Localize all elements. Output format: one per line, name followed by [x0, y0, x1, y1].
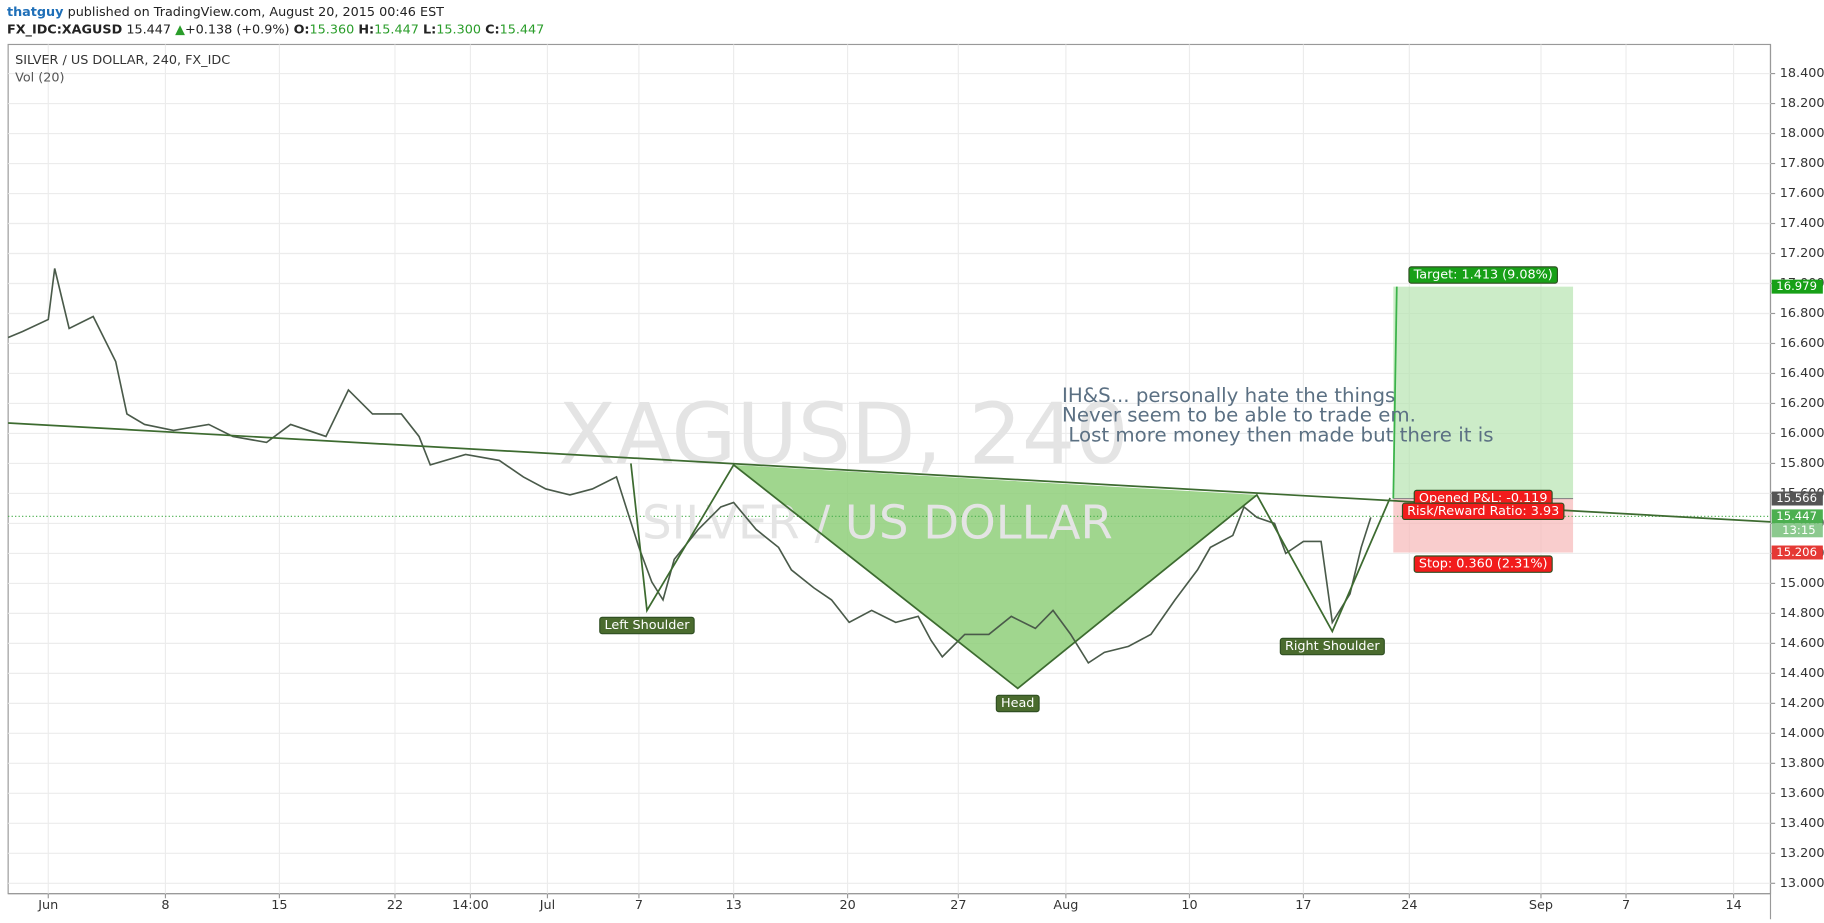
- y-tick-label: 14.000: [1780, 726, 1824, 741]
- target-zone: [1393, 286, 1574, 499]
- entry-tag-box: [1771, 491, 1823, 506]
- symbol: FX_IDC:XAGUSD: [7, 22, 122, 37]
- y-tick-label: 16.600: [1780, 336, 1824, 351]
- y-tick-label: 14.600: [1780, 636, 1824, 651]
- rr-label: Risk/Reward Ratio: 3.93: [1407, 504, 1559, 519]
- high: 15.447: [374, 22, 419, 37]
- c-value: 15.447: [500, 22, 545, 37]
- last-time-box: [1771, 523, 1823, 538]
- y-tick-label: 13.400: [1780, 816, 1824, 831]
- change: +0.138 (+0.9%): [185, 22, 290, 37]
- pattern-label: Head: [1001, 696, 1034, 711]
- pattern-label-box: [599, 616, 695, 635]
- pattern-outline: [630, 463, 1391, 690]
- y-tick-label: 16.000: [1780, 426, 1824, 441]
- pattern-label: Right Shoulder: [1285, 639, 1380, 654]
- y-tick-label: 17.400: [1780, 216, 1824, 231]
- rr-label-box: [1401, 502, 1565, 521]
- stop-tag-box: [1771, 545, 1823, 560]
- grid: [8, 44, 1771, 894]
- trade-path: [1392, 286, 1398, 499]
- note-line: Never seem to be able to trade em.: [1062, 403, 1416, 426]
- header-line-1: thatguy published on TradingView.com, Au…: [7, 4, 444, 19]
- user[interactable]: thatguy: [7, 4, 64, 19]
- published: published on TradingView.com, August 20,…: [68, 4, 445, 19]
- last-time: 13:15: [1782, 523, 1816, 537]
- stop-label: Stop: 0.360 (2.31%): [1419, 557, 1548, 572]
- last-price-tag: 15.447: [1776, 509, 1817, 523]
- target-label: Target: 1.413 (9.08%): [1413, 268, 1553, 283]
- chart-title: SILVER / US DOLLAR, 240, FX_IDC: [15, 53, 230, 68]
- x-tick-label: Jul: [539, 898, 555, 913]
- y-tick-label: 13.200: [1780, 846, 1824, 861]
- x-tick-label: 8: [161, 898, 169, 913]
- low: 15.300: [436, 22, 481, 37]
- y-tick-label: 15.800: [1780, 456, 1824, 471]
- change-arrow: ▲: [175, 22, 185, 37]
- chart-subtitle: Vol (20): [15, 71, 64, 86]
- close: 15.447: [126, 22, 171, 37]
- x-tick-label: 14:00: [452, 898, 489, 913]
- y-tick-label: 17.800: [1780, 156, 1824, 171]
- watermark-name: SILVER / US DOLLAR: [642, 496, 1113, 550]
- y-tick-label: 16.200: [1780, 396, 1824, 411]
- y-tick-label: 16.800: [1780, 306, 1824, 321]
- x-tick-label: Jun: [37, 898, 58, 913]
- y-tick-label: 14.400: [1780, 666, 1824, 681]
- x-tick-label: Sep: [1529, 898, 1553, 913]
- y-tick-label: 14.800: [1780, 606, 1824, 621]
- y-tick-label: 15.000: [1780, 576, 1824, 591]
- x-tick-label: 20: [839, 898, 855, 913]
- last-price-tag-box: [1771, 509, 1823, 524]
- pattern-label-box: [995, 694, 1040, 713]
- watermark-symbol: XAGUSD, 240: [558, 385, 1128, 483]
- x-tick-label: Aug: [1053, 898, 1078, 913]
- pattern-fill: [733, 464, 1257, 689]
- c-label: C:: [485, 22, 499, 37]
- y-tick-label: 18.000: [1780, 126, 1824, 141]
- x-tick-label: 17: [1295, 898, 1311, 913]
- x-tick-label: 15: [271, 898, 287, 913]
- h-label: H:: [358, 22, 374, 37]
- note-line: Lost more money then made but there it i…: [1062, 423, 1493, 446]
- open: 15.360: [310, 22, 355, 37]
- y-tick-label: 17.200: [1780, 246, 1824, 261]
- note: IH&S... personally hate the things Never…: [1062, 383, 1493, 446]
- note-line: IH&S... personally hate the things: [1062, 383, 1395, 406]
- target-label-box: [1408, 266, 1558, 284]
- x-tick-label: 14: [1725, 898, 1741, 913]
- stop-label-box: [1413, 555, 1553, 573]
- pnl-label: Opened P&L: -0.119: [1419, 491, 1548, 506]
- y-tick-label: 17.600: [1780, 186, 1824, 201]
- y-tick-label: 18.200: [1780, 96, 1824, 111]
- o-label: O:: [294, 22, 310, 37]
- target-tag: 16.979: [1776, 279, 1817, 293]
- l-label: L:: [423, 22, 436, 37]
- y-tick-label: 14.200: [1780, 696, 1824, 711]
- target-tag-box: [1771, 279, 1823, 294]
- x-tick-label: 7: [1622, 898, 1630, 913]
- y-tick-label: 16.400: [1780, 366, 1824, 381]
- y-tick-label: 13.600: [1780, 786, 1824, 801]
- price-line: [7, 268, 1372, 665]
- x-tick-label: 7: [635, 898, 643, 913]
- x-tick-label: 24: [1401, 898, 1417, 913]
- y-tick-label: 13.800: [1780, 756, 1824, 771]
- pattern-label-box: [1279, 637, 1385, 656]
- x-tick-label: 22: [387, 898, 403, 913]
- x-tick-label: 10: [1181, 898, 1197, 913]
- entry-tag: 15.566: [1776, 491, 1817, 505]
- pattern-label: Left Shoulder: [604, 618, 690, 633]
- x-tick-label: 13: [725, 898, 741, 913]
- y-tick-label: 18.400: [1780, 66, 1824, 81]
- stop-tag: 15.206: [1776, 545, 1817, 559]
- x-tick-label: 27: [950, 898, 966, 913]
- header-line-2: FX_IDC:XAGUSD 15.447 ▲+0.138 (+0.9%) O:1…: [7, 22, 544, 37]
- y-tick-label: 13.000: [1780, 876, 1824, 891]
